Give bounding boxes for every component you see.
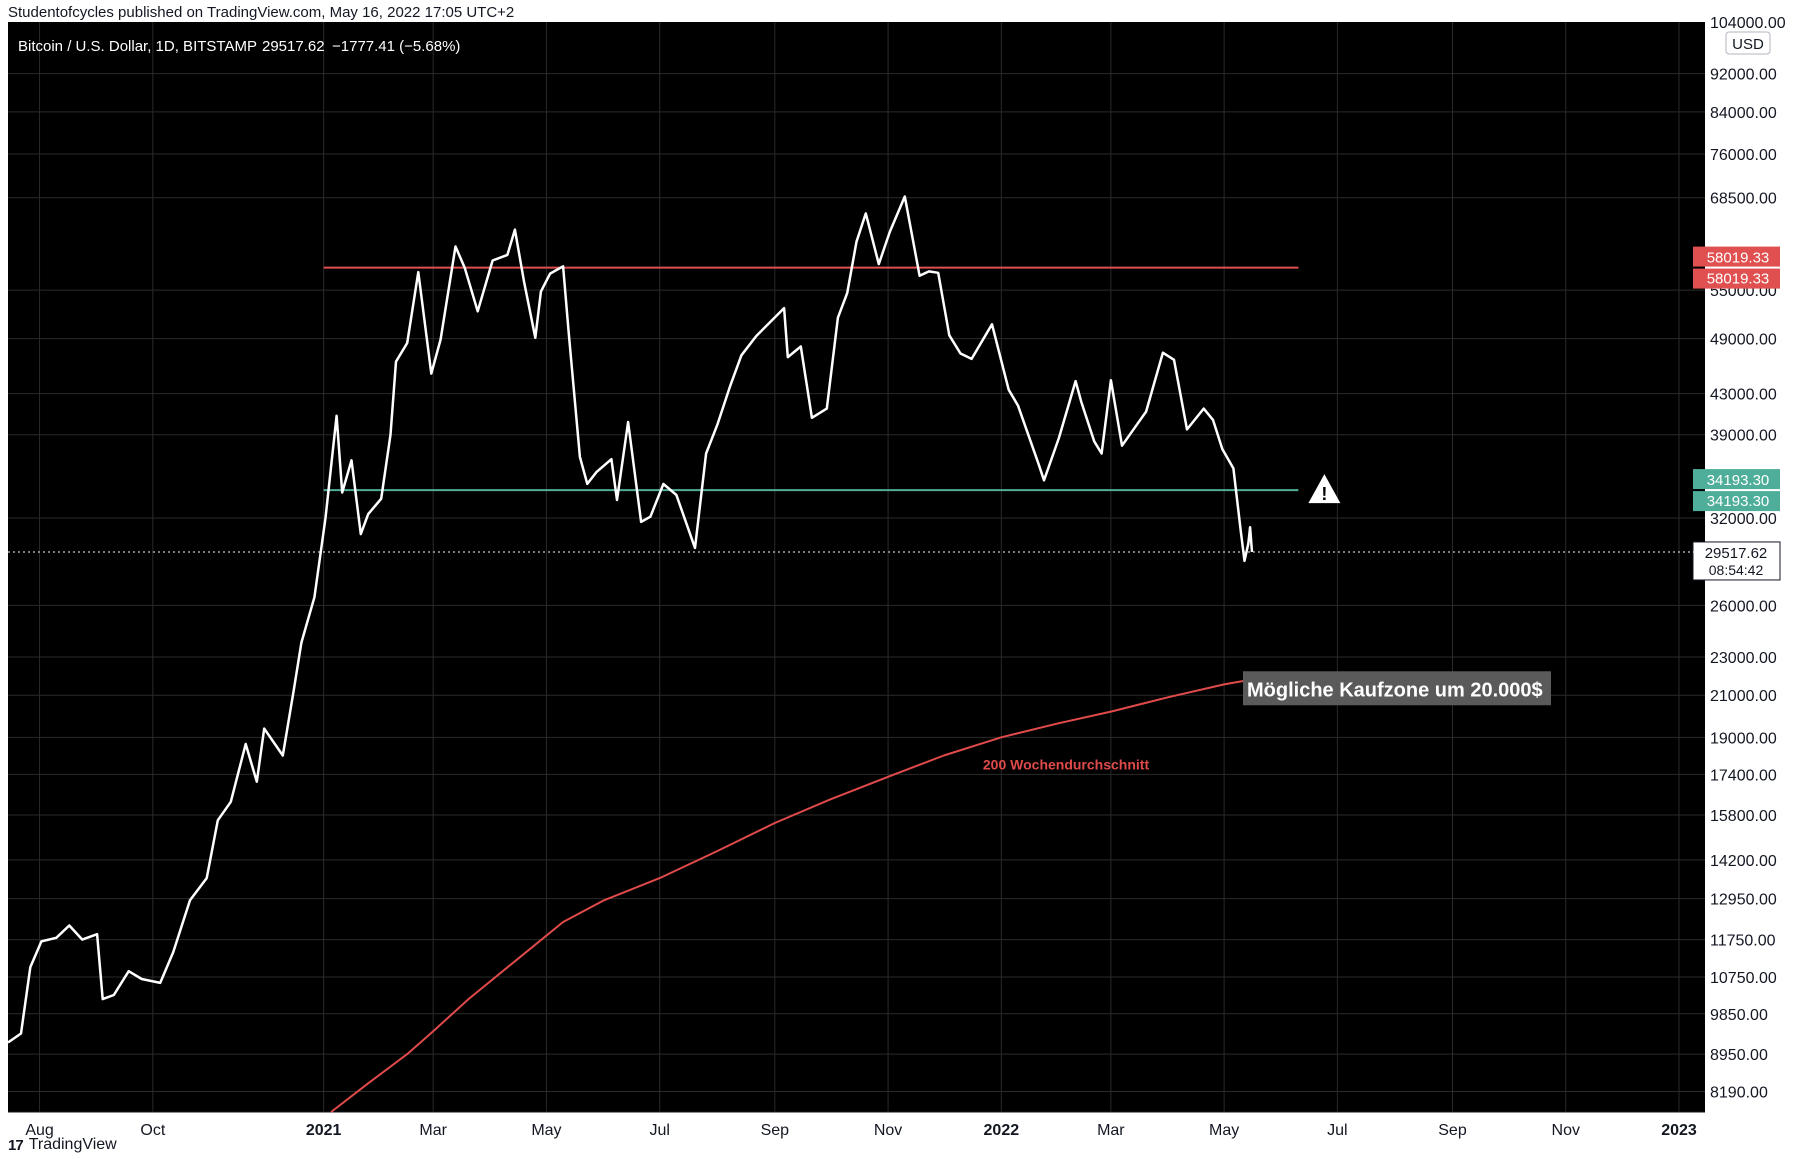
buy-zone-label-bg <box>1243 671 1551 706</box>
resistance-label: 58019.33 <box>1707 250 1770 267</box>
x-tick-label: Aug <box>25 1122 53 1139</box>
resistance-label-bg <box>1693 268 1780 289</box>
y-tick-label: 26000.00 <box>1710 598 1777 615</box>
x-tick-label: Nov <box>1552 1122 1580 1139</box>
y-tick-label: 8950.00 <box>1710 1047 1768 1064</box>
y-tick-label: 68500.00 <box>1710 191 1777 208</box>
resistance-label-bg <box>1693 246 1780 267</box>
warning-triangle-icon <box>1308 474 1341 504</box>
x-tick-label: May <box>531 1122 561 1139</box>
currency-badge <box>1725 31 1771 55</box>
y-tick-label: 39000.00 <box>1710 428 1777 445</box>
x-tick-label: Jul <box>649 1122 669 1139</box>
symbol-header: Bitcoin / U.S. Dollar, 1D, BITSTAMP <box>18 38 257 55</box>
footer-brand[interactable]: 17 TradingView <box>8 1136 117 1154</box>
x-tick-label: Oct <box>140 1122 165 1139</box>
y-tick-label: 23000.00 <box>1710 650 1777 667</box>
y-tick-label: 10750.00 <box>1710 970 1777 987</box>
warning-mark: ! <box>1321 484 1327 504</box>
x-tick-label: Mar <box>1097 1122 1125 1139</box>
y-tick-label: 17400.00 <box>1710 767 1777 784</box>
currency-label: USD <box>1732 36 1764 53</box>
ma-label: 200 Wochendurchschnitt <box>983 757 1150 773</box>
y-tick-label: 84000.00 <box>1710 105 1777 122</box>
support-label: 34193.30 <box>1707 493 1770 510</box>
y-tick-label: 49000.00 <box>1710 332 1777 349</box>
footer-brand-label: TradingView <box>28 1136 117 1153</box>
last-price-label-bg <box>1692 541 1781 581</box>
buy-zone-label: Mögliche Kaufzone um 20.000$ <box>1247 679 1543 701</box>
y-tick-label: 12950.00 <box>1710 892 1777 909</box>
x-tick-label: Sep <box>1438 1122 1467 1139</box>
countdown-label: 08:54:42 <box>1709 562 1764 578</box>
x-tick-label: Sep <box>761 1122 790 1139</box>
x-axis-panel <box>0 1112 1705 1142</box>
support-label-bg <box>1693 469 1780 490</box>
x-tick-label: 2021 <box>306 1122 342 1139</box>
ma-200-week-line <box>330 678 1253 1113</box>
y-tick-label: 11750.00 <box>1710 933 1776 950</box>
x-tick-label: 2022 <box>984 1122 1020 1139</box>
x-tick-label: 2023 <box>1661 1122 1697 1139</box>
price-line <box>7 195 1254 1044</box>
x-tick-label: Nov <box>874 1122 902 1139</box>
y-tick-label: 32000.00 <box>1710 511 1777 528</box>
last-price-label: 29517.62 <box>1705 545 1768 562</box>
y-tick-label: 15800.00 <box>1710 808 1777 825</box>
y-tick-label: 43000.00 <box>1710 387 1777 404</box>
y-tick-label: 8190.00 <box>1710 1084 1768 1101</box>
support-label-bg <box>1693 491 1780 512</box>
resistance-label: 58019.33 <box>1707 271 1770 288</box>
chart-background <box>8 22 1705 1112</box>
x-tick-label: Jul <box>1327 1122 1347 1139</box>
y-tick-label: 14200.00 <box>1710 853 1777 870</box>
x-tick-label: May <box>1209 1122 1239 1139</box>
y-tick-label: 21000.00 <box>1710 688 1777 705</box>
header-change: −1777.41 (−5.68%) <box>332 38 460 55</box>
y-tick-label: 9850.00 <box>1710 1007 1768 1024</box>
publisher-line: Studentofcycles published on TradingView… <box>8 4 515 21</box>
x-tick-label: Mar <box>419 1122 447 1139</box>
header-last-price: 29517.62 <box>262 38 325 55</box>
tradingview-logo-icon: 17 <box>8 1136 24 1154</box>
y-tick-label: 19000.00 <box>1710 730 1777 747</box>
y-tick-label: 92000.00 <box>1710 67 1777 84</box>
y-tick-label: 104000.00 <box>1710 15 1786 32</box>
support-label: 34193.30 <box>1707 472 1770 489</box>
y-tick-label: 76000.00 <box>1710 147 1777 164</box>
